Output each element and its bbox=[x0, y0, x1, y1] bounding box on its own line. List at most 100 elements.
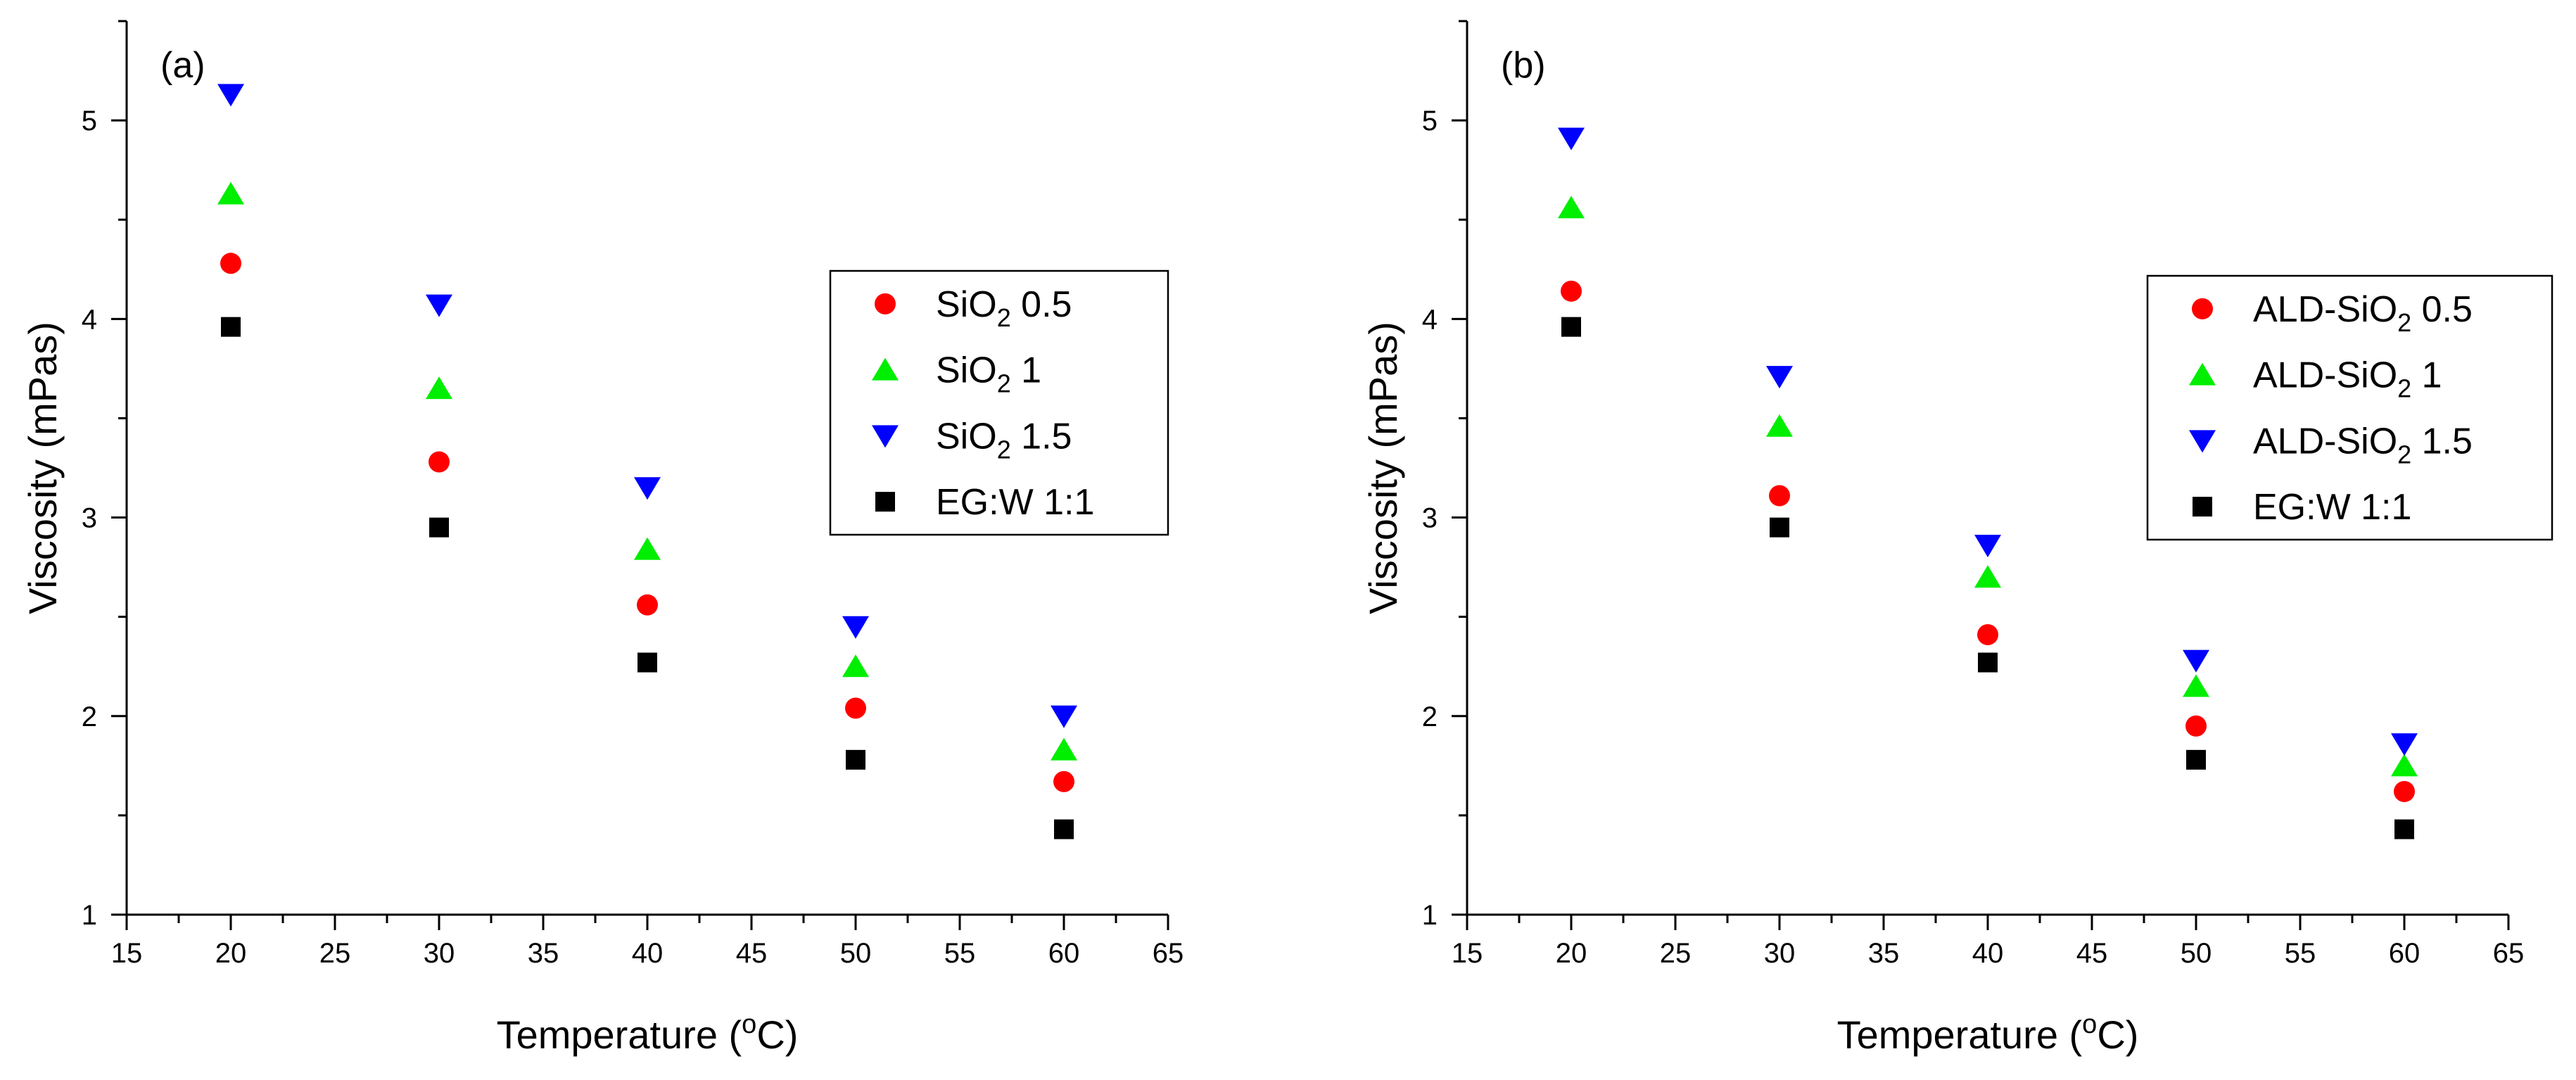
panel-label: (a) bbox=[160, 45, 205, 86]
legend-label: SiO2 0.5 bbox=[936, 284, 1072, 332]
data-point bbox=[1051, 705, 1077, 728]
y-tick-label: 5 bbox=[82, 106, 97, 136]
x-tick-label: 20 bbox=[1556, 938, 1587, 969]
x-tick-label: 65 bbox=[2493, 938, 2525, 969]
legend-label: ALD-SiO2 0.5 bbox=[2253, 289, 2473, 337]
data-point bbox=[217, 84, 244, 107]
y-tick-label: 2 bbox=[1422, 701, 1438, 732]
data-point bbox=[1561, 317, 1581, 337]
legend-label: ALD-SiO2 1 bbox=[2253, 355, 2442, 403]
legend-label: SiO2 1 bbox=[936, 350, 1041, 398]
x-tick-label: 15 bbox=[111, 938, 143, 969]
legend-marker bbox=[2189, 430, 2216, 453]
data-point bbox=[1051, 737, 1077, 761]
data-point bbox=[2394, 781, 2415, 803]
legend-marker bbox=[2189, 362, 2216, 386]
x-tick-label: 65 bbox=[1153, 938, 1184, 969]
data-point bbox=[637, 594, 658, 616]
y-tick-label: 4 bbox=[82, 304, 97, 335]
data-point bbox=[634, 477, 661, 500]
legend-marker bbox=[872, 425, 899, 448]
data-point bbox=[1770, 517, 1789, 538]
data-point bbox=[1974, 535, 2001, 558]
data-point bbox=[426, 376, 452, 400]
data-point bbox=[1561, 280, 1582, 302]
x-axis-title: Temperature (oC) bbox=[497, 1010, 799, 1057]
x-tick-label: 30 bbox=[424, 938, 455, 969]
data-point bbox=[2183, 674, 2209, 697]
legend-box bbox=[829, 269, 1169, 536]
legend-marker bbox=[2192, 298, 2213, 319]
legend: SiO2 0.5 SiO2 1 SiO2 1.5 EG:W 1:1 bbox=[829, 269, 1169, 536]
data-point bbox=[221, 317, 241, 337]
data-point bbox=[1769, 485, 1790, 507]
data-point bbox=[1977, 624, 1998, 646]
data-point bbox=[2391, 733, 2418, 756]
x-tick-label: 55 bbox=[2285, 938, 2316, 969]
x-tick-label: 50 bbox=[2181, 938, 2212, 969]
x-tick-label: 40 bbox=[1972, 938, 2004, 969]
data-point bbox=[2394, 819, 2414, 839]
data-point bbox=[426, 294, 452, 317]
y-tick-label: 2 bbox=[82, 701, 97, 732]
x-tick-label: 45 bbox=[2076, 938, 2108, 969]
x-tick-label: 60 bbox=[1048, 938, 1080, 969]
legend-label: EG:W 1:1 bbox=[936, 482, 1094, 523]
data-point bbox=[429, 451, 450, 473]
y-tick-label: 1 bbox=[1422, 900, 1438, 931]
data-point bbox=[220, 253, 241, 274]
x-tick-label: 35 bbox=[528, 938, 559, 969]
legend-label: ALD-SiO2 1.5 bbox=[2253, 421, 2473, 469]
legend-marker bbox=[875, 492, 895, 512]
data-point bbox=[634, 537, 661, 560]
x-tick-label: 40 bbox=[632, 938, 664, 969]
x-tick-label: 55 bbox=[944, 938, 976, 969]
y-axis-title: Viscosity (mPas) bbox=[20, 322, 65, 614]
data-point bbox=[217, 182, 244, 205]
legend-label: SiO2 1.5 bbox=[936, 416, 1072, 464]
data-point bbox=[1978, 652, 1998, 673]
data-point bbox=[2183, 649, 2209, 673]
data-point bbox=[2186, 749, 2206, 770]
data-point bbox=[2391, 754, 2418, 777]
legend: ALD-SiO2 0.5 ALD-SiO2 1 ALD-SiO2 1.5 EG:W 1… bbox=[2146, 274, 2553, 541]
x-tick-label: 20 bbox=[215, 938, 247, 969]
x-tick-label: 35 bbox=[1868, 938, 1900, 969]
x-tick-label: 15 bbox=[1452, 938, 1483, 969]
data-point bbox=[1558, 127, 1585, 151]
legend-box bbox=[2146, 274, 2553, 541]
data-point bbox=[842, 654, 869, 678]
data-point bbox=[846, 749, 865, 770]
data-point bbox=[2185, 715, 2207, 737]
data-point bbox=[1054, 819, 1074, 839]
y-tick-label: 3 bbox=[82, 503, 97, 534]
data-point bbox=[1766, 414, 1793, 437]
x-tick-label: 60 bbox=[2389, 938, 2420, 969]
data-point bbox=[1766, 366, 1793, 389]
x-axis-title: Temperature (oC) bbox=[1837, 1010, 2139, 1057]
data-point bbox=[1974, 565, 2001, 588]
data-point bbox=[845, 697, 866, 719]
legend-marker bbox=[872, 357, 899, 381]
x-tick-label: 45 bbox=[736, 938, 768, 969]
x-tick-label: 30 bbox=[1764, 938, 1796, 969]
data-point bbox=[429, 517, 449, 538]
data-point bbox=[1053, 770, 1074, 792]
panel-label: (b) bbox=[1501, 45, 1546, 86]
data-point bbox=[1558, 196, 1585, 219]
y-tick-label: 5 bbox=[1422, 106, 1438, 136]
y-axis-title: Viscosity (mPas) bbox=[1361, 322, 1405, 614]
x-tick-label: 50 bbox=[840, 938, 872, 969]
legend-marker bbox=[875, 293, 896, 315]
x-tick-label: 25 bbox=[319, 938, 351, 969]
y-tick-label: 1 bbox=[82, 900, 97, 931]
data-point bbox=[842, 616, 869, 639]
legend-label: EG:W 1:1 bbox=[2253, 487, 2411, 528]
y-tick-label: 4 bbox=[1422, 304, 1438, 335]
data-point bbox=[637, 652, 657, 673]
x-tick-label: 25 bbox=[1660, 938, 1692, 969]
y-tick-label: 3 bbox=[1422, 503, 1438, 534]
